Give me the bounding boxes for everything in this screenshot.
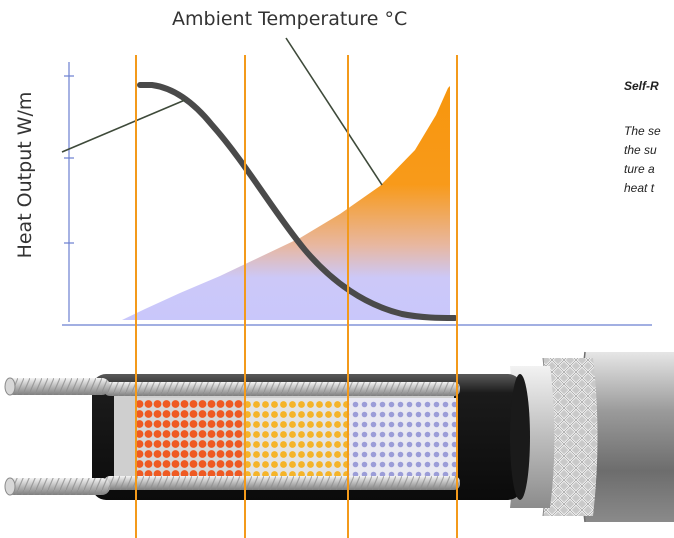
metal-braid [543, 358, 598, 516]
temperature-guide-lines [135, 55, 458, 538]
outer-jacket [580, 352, 674, 522]
exposed-conductor-top [4, 377, 110, 396]
heating-cable-cutaway [4, 351, 674, 523]
ambient-temperature-label: Ambient Temperature °C [172, 8, 408, 30]
side-line: heat t [624, 181, 655, 195]
heat-output-fill [122, 86, 450, 320]
exposed-conductor-bottom [4, 477, 110, 496]
heat-output-curve [137, 82, 458, 321]
cool-zone [348, 398, 458, 476]
warm-zone [244, 398, 348, 476]
side-line: The se [624, 124, 661, 138]
side-line: the su [624, 143, 657, 157]
side-heading: Self-R [624, 79, 659, 93]
heat-output-chart [61, 37, 652, 326]
pointer-line-curve [61, 99, 186, 153]
pointer-line-fill [285, 37, 383, 186]
side-line: ture a [624, 162, 655, 176]
side-description: The se the su ture a heat t [624, 122, 674, 198]
hot-zone [136, 398, 244, 476]
